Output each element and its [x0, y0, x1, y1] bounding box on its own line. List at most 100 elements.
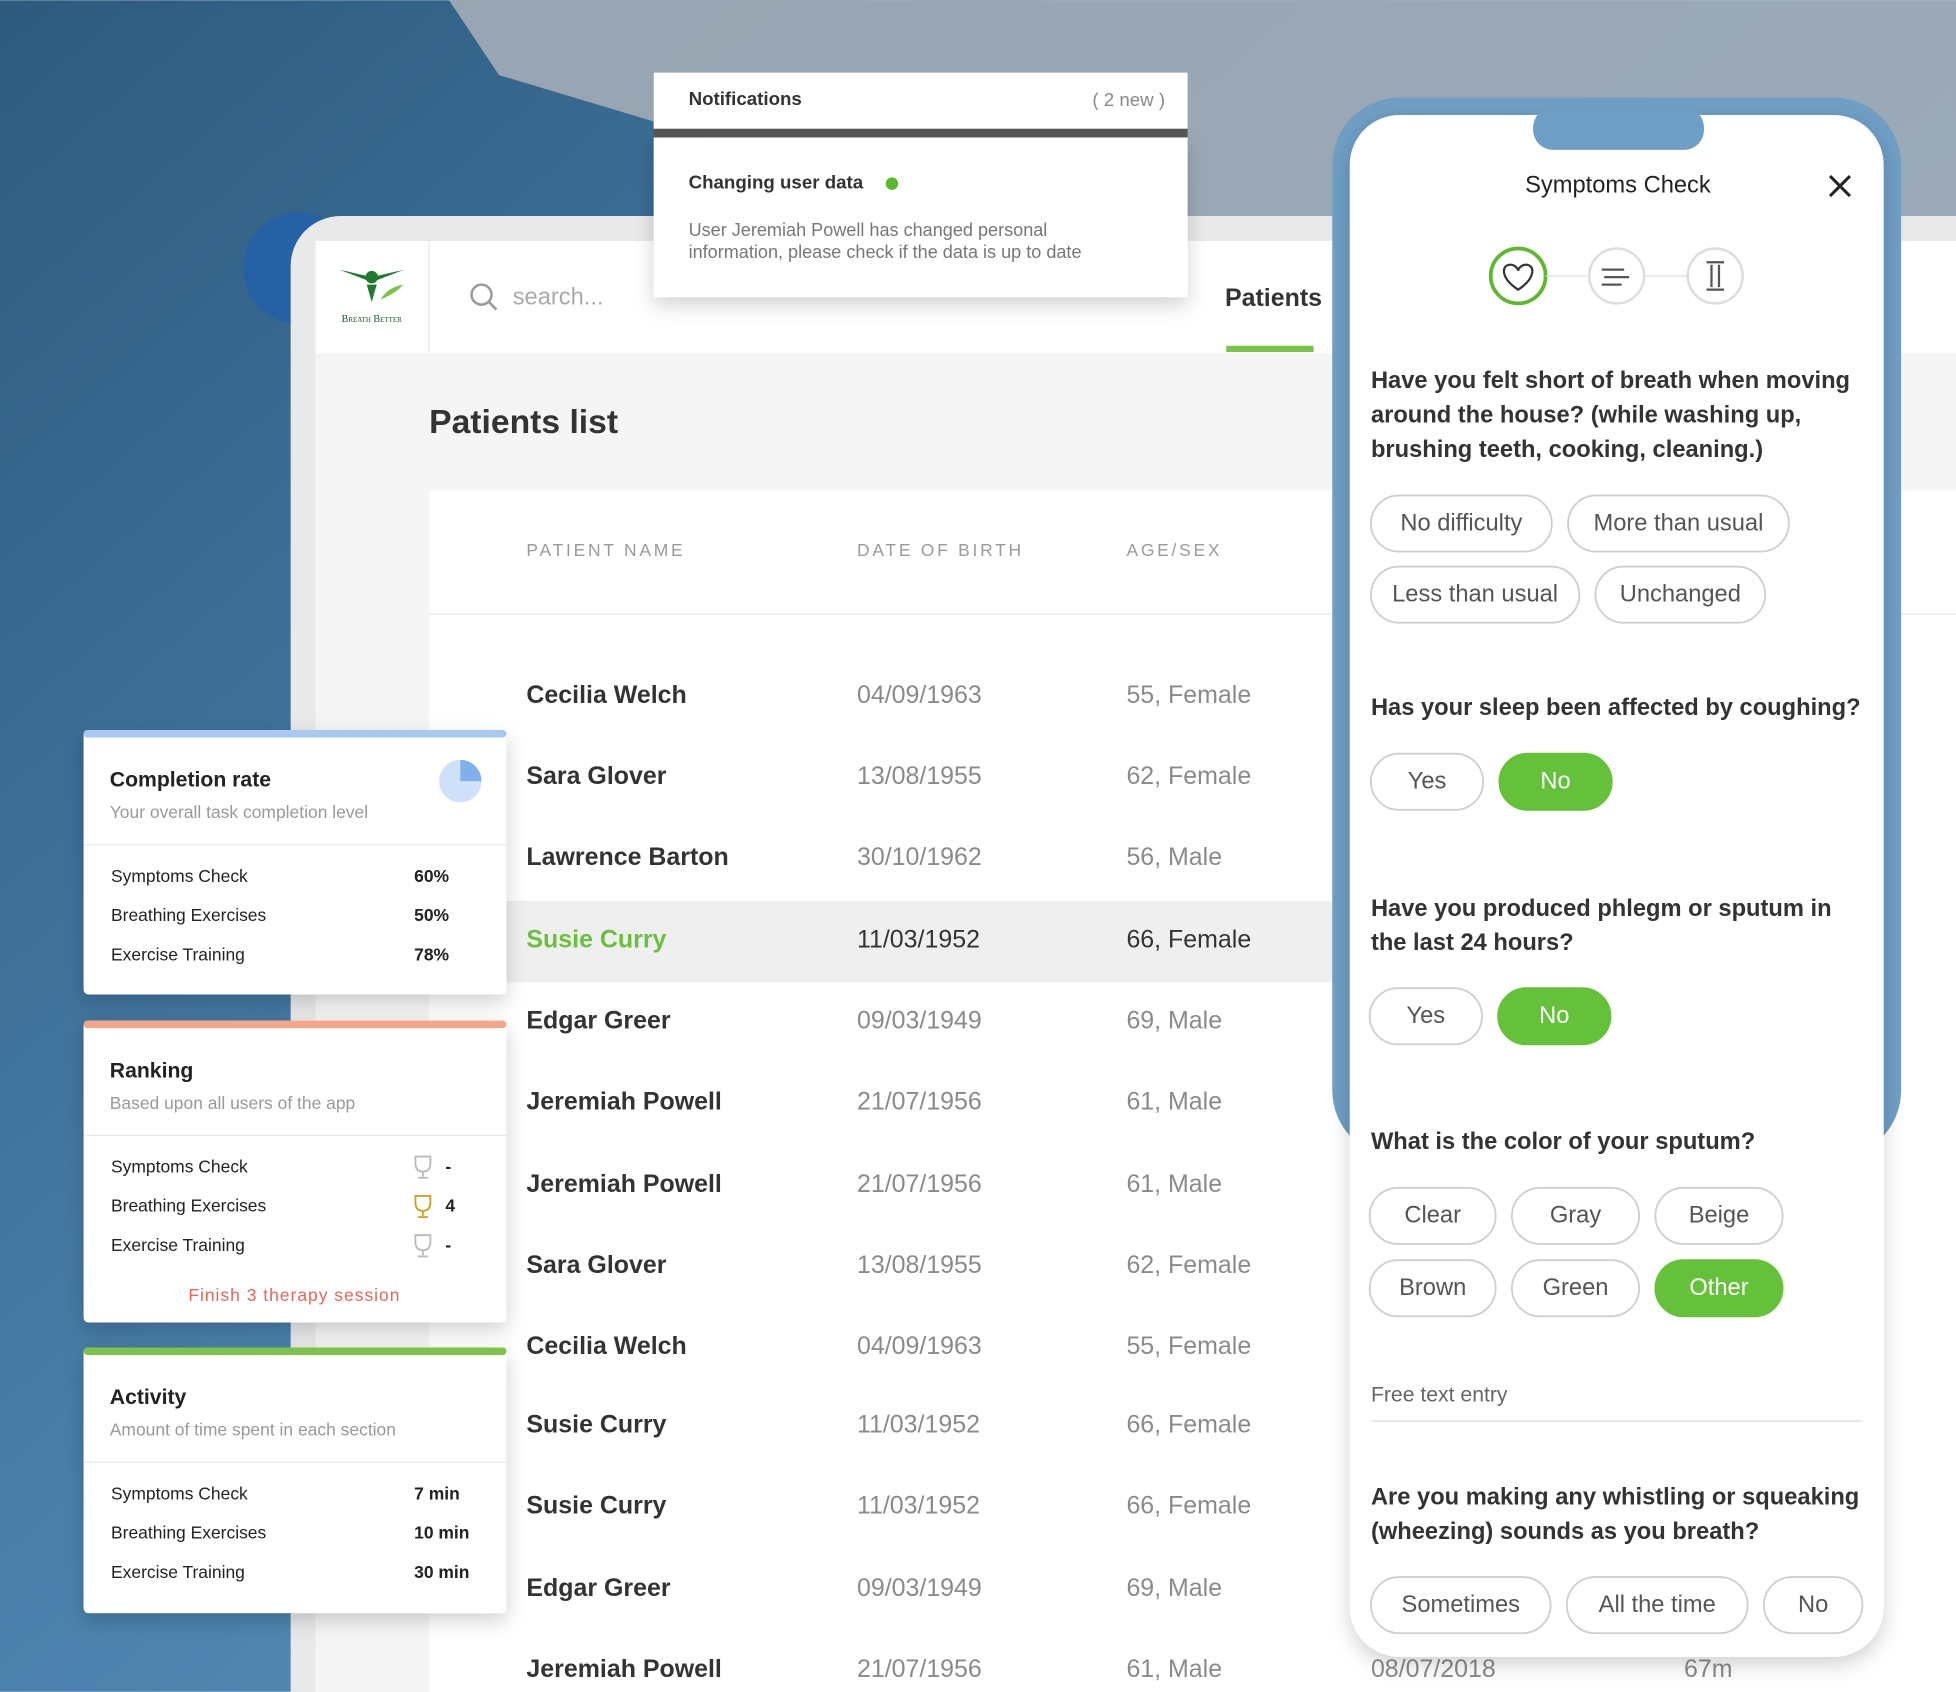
patient-name[interactable]: Susie Curry — [526, 1492, 666, 1520]
card-item-label: Symptoms Check — [111, 1483, 248, 1503]
option[interactable] — [1370, 752, 1485, 811]
logo-text: Breath Better — [342, 314, 402, 325]
patient-name[interactable]: Cecilia Welch — [526, 1332, 686, 1360]
question-text: the last 24 hours? — [1371, 930, 1574, 956]
patient-name[interactable]: Jeremiah Powell — [526, 1170, 721, 1198]
option[interactable] — [1370, 494, 1553, 553]
card-footer[interactable]: Finish 3 therapy session — [188, 1285, 400, 1305]
notification-title: Notifications — [689, 88, 802, 109]
step-breath[interactable] — [1588, 247, 1646, 305]
card — [83, 1020, 507, 1323]
option-label[interactable]: Unchanged — [1620, 582, 1741, 608]
rank-value: - — [445, 1156, 451, 1176]
notification-count: ( 2 new ) — [1092, 89, 1165, 110]
patient-name[interactable]: Lawrence Barton — [526, 843, 728, 871]
patient-name[interactable]: Jeremiah Powell — [526, 1088, 721, 1116]
option-label[interactable]: Gray — [1550, 1203, 1601, 1229]
option-label[interactable]: Yes — [1408, 769, 1447, 795]
patient-cell: 09/03/1949 — [857, 1006, 982, 1034]
option[interactable] — [1370, 1576, 1552, 1635]
step-heart[interactable] — [1488, 246, 1548, 306]
option-selected[interactable] — [1498, 752, 1613, 811]
patient-cell: 13/08/1955 — [857, 1251, 982, 1279]
card-subtitle: Amount of time spent in each section — [110, 1420, 396, 1440]
search-icon-handle — [488, 301, 498, 311]
patient-cell: 61, Male — [1126, 1655, 1222, 1683]
patient-cell: 67m — [1684, 1655, 1733, 1683]
option-selected[interactable] — [1497, 987, 1612, 1046]
card-item-value: 30 min — [414, 1562, 469, 1582]
option[interactable] — [1368, 987, 1483, 1046]
option-label[interactable]: No — [1540, 769, 1570, 795]
option-label[interactable]: No difficulty — [1400, 510, 1522, 536]
column-header: PATIENT NAME — [526, 540, 685, 560]
patient-name[interactable]: Cecilia Welch — [526, 681, 686, 709]
option[interactable] — [1510, 1259, 1641, 1318]
unread-dot — [885, 177, 899, 190]
option[interactable] — [1370, 565, 1581, 624]
patient-cell: 61, Male — [1126, 1088, 1222, 1116]
row-highlight — [429, 900, 1353, 982]
option[interactable] — [1368, 1186, 1497, 1245]
option-label[interactable]: Yes — [1407, 1003, 1446, 1029]
option-label[interactable]: Less than usual — [1392, 582, 1558, 608]
option-label[interactable]: Clear — [1404, 1203, 1461, 1229]
patient-name[interactable]: Sara Glover — [526, 762, 666, 790]
patient-name[interactable]: Jeremiah Powell — [526, 1655, 721, 1683]
option[interactable] — [1762, 1576, 1864, 1635]
form-title: Symptoms Check — [1525, 172, 1711, 198]
option-label[interactable]: More than usual — [1594, 510, 1764, 536]
column-header: AGE/SEX — [1126, 540, 1222, 560]
patient-cell: 56, Male — [1126, 843, 1222, 871]
option[interactable] — [1368, 1259, 1497, 1318]
question-text: Are you making any whistling or squeakin… — [1371, 1485, 1859, 1511]
option-label[interactable]: Beige — [1689, 1203, 1750, 1229]
notification-item-text: information, please check if the data is… — [689, 242, 1082, 262]
option-label[interactable]: No — [1539, 1003, 1569, 1029]
card-subtitle: Your overall task completion level — [110, 802, 368, 822]
notification-item-title[interactable]: Changing user data — [689, 172, 864, 193]
phone-screen — [1349, 114, 1884, 1657]
option[interactable] — [1567, 494, 1790, 553]
card-item-label: Exercise Training — [111, 1562, 245, 1582]
option-label[interactable]: No — [1798, 1592, 1828, 1618]
option-selected[interactable] — [1654, 1259, 1784, 1318]
card-accent — [83, 729, 507, 738]
option[interactable] — [1594, 565, 1767, 624]
option-label[interactable]: Green — [1543, 1275, 1609, 1301]
patient-cell: 66, Female — [1126, 1492, 1251, 1520]
option-label[interactable]: Brown — [1399, 1275, 1466, 1301]
search-input[interactable]: search... — [513, 285, 604, 311]
rank-value: - — [445, 1235, 451, 1255]
patient-cell: 13/08/1955 — [857, 762, 982, 790]
patient-name[interactable]: Sara Glover — [526, 1251, 666, 1279]
patient-name[interactable]: Susie Curry — [526, 1411, 666, 1439]
option-label[interactable]: Other — [1689, 1275, 1748, 1301]
card-title: Activity — [110, 1386, 187, 1409]
option[interactable] — [1654, 1186, 1784, 1245]
option-label[interactable]: All the time — [1599, 1592, 1716, 1618]
patient-cell: 11/03/1952 — [857, 1411, 980, 1439]
patient-name[interactable]: Edgar Greer — [526, 1574, 670, 1602]
close-button[interactable] — [1828, 175, 1852, 198]
option[interactable] — [1565, 1576, 1749, 1635]
patient-name[interactable]: Susie Curry — [526, 925, 666, 953]
patient-cell: 66, Female — [1126, 925, 1251, 953]
nav-patients[interactable]: Patients — [1225, 284, 1322, 312]
notification-panel: Notifications ( 2 new ) Changing user da… — [653, 72, 1188, 298]
card — [83, 729, 507, 995]
free-text-input[interactable]: Free text entry — [1371, 1384, 1508, 1407]
card-item-value: 10 min — [414, 1523, 469, 1543]
patient-cell: 66, Female — [1126, 1411, 1251, 1439]
card-title: Completion rate — [110, 769, 271, 792]
patient-name[interactable]: Edgar Greer — [526, 1006, 670, 1034]
card-title: Ranking — [110, 1059, 194, 1082]
step-exercise[interactable] — [1686, 247, 1744, 305]
option[interactable] — [1510, 1186, 1641, 1245]
question-text: (wheezing) sounds as you breath? — [1371, 1519, 1759, 1545]
question-text: Have you felt short of breath when movin… — [1371, 368, 1850, 394]
option-label[interactable]: Sometimes — [1402, 1592, 1520, 1618]
dumbbell-icon — [1706, 261, 1724, 291]
card — [83, 1347, 507, 1614]
